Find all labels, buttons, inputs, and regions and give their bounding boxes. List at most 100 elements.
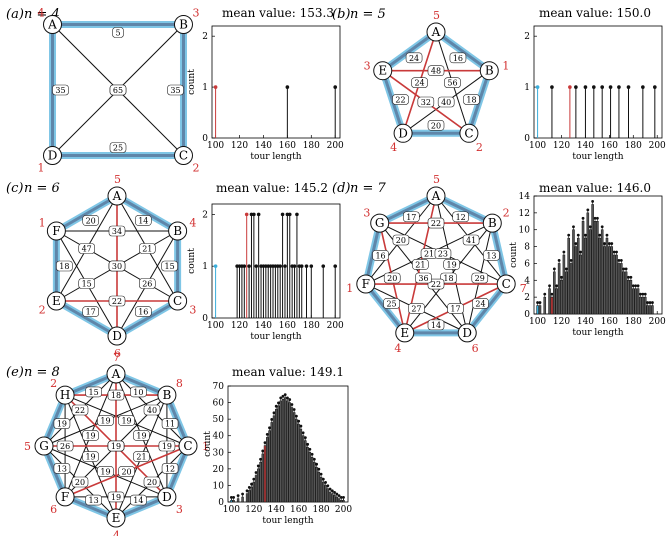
edge-weight-box xyxy=(118,466,135,477)
bar-marker xyxy=(288,398,292,401)
y-tick-label: 70 xyxy=(213,382,225,392)
edge-weight-box xyxy=(56,440,74,452)
x-axis-label: tour length xyxy=(572,152,623,162)
edge-weight: 13 xyxy=(57,464,67,473)
edge-weight-box xyxy=(403,211,420,223)
x-axis-label: tour length xyxy=(572,328,623,338)
node xyxy=(457,323,477,343)
histogram-bar xyxy=(560,280,563,315)
bar-marker xyxy=(229,495,233,499)
node-label: C xyxy=(173,294,182,308)
y-tick-label: 0 xyxy=(202,134,208,144)
edge-weight: 19 xyxy=(111,493,121,502)
node xyxy=(373,61,393,81)
bar-marker xyxy=(639,292,642,296)
histogram-bar xyxy=(572,229,575,315)
histogram-bar xyxy=(245,493,249,503)
edge-weight: 15 xyxy=(82,280,92,289)
edge-weight-box xyxy=(82,306,99,317)
visit-order-label: 1 xyxy=(202,440,209,453)
visit-order-label: 1 xyxy=(39,217,46,230)
edge-weight-box xyxy=(167,84,184,96)
histogram-bar xyxy=(586,212,590,315)
panel-label: (a) xyxy=(6,7,24,22)
bar-marker xyxy=(339,495,343,499)
edge-weight: 11 xyxy=(165,420,175,429)
bar-marker xyxy=(619,259,623,262)
edge-weight-box xyxy=(161,260,178,272)
stem-marker xyxy=(608,85,613,89)
histogram-bar xyxy=(315,466,318,503)
bar-marker xyxy=(292,408,296,411)
histogram-bar xyxy=(617,263,621,315)
chart-title: mean value: 146.0 xyxy=(539,181,651,195)
histogram-bar xyxy=(550,296,554,315)
bar-marker xyxy=(636,284,640,288)
bar-marker xyxy=(612,250,616,254)
edge-weight-box xyxy=(472,298,489,309)
histogram-bar xyxy=(306,447,309,503)
bar-marker xyxy=(543,292,547,296)
edge-weight-box xyxy=(463,94,480,105)
node xyxy=(370,213,390,233)
histogram-bar xyxy=(555,288,558,315)
histogram-bar xyxy=(313,461,316,503)
visit-order-label: 2 xyxy=(39,304,46,317)
edge-weight-box xyxy=(471,272,489,284)
stem-marker xyxy=(592,85,596,89)
edge-weight-box xyxy=(108,295,126,307)
bar-marker xyxy=(259,457,262,461)
stem-marker xyxy=(309,264,314,268)
histogram-bar xyxy=(317,471,321,503)
histogram-bar xyxy=(553,271,556,315)
y-tick-label: 0 xyxy=(524,310,530,320)
bar-marker xyxy=(232,495,236,499)
bar-marker xyxy=(634,284,638,288)
bar-marker xyxy=(337,494,341,498)
bar-marker xyxy=(593,216,597,220)
bar-marker xyxy=(648,301,652,304)
node xyxy=(46,291,66,311)
edge-weight-box xyxy=(82,451,99,462)
edge-weight-box xyxy=(417,96,435,108)
edge-weight: 19 xyxy=(447,260,457,269)
y-tick-label: 30 xyxy=(213,448,225,458)
node xyxy=(55,385,75,405)
histogram-bar xyxy=(277,405,280,503)
edge-weight: 24 xyxy=(475,299,485,308)
bar-marker xyxy=(560,275,563,279)
edge-weight-box xyxy=(78,278,95,289)
stem-marker xyxy=(333,264,338,268)
histogram-bar xyxy=(576,237,580,315)
histogram-bar xyxy=(596,221,599,315)
x-tick-label: 140 xyxy=(268,505,285,515)
node-label: D xyxy=(48,148,58,162)
histogram-bar xyxy=(632,288,635,315)
plot-frame xyxy=(211,25,341,139)
bar-marker xyxy=(281,394,285,398)
edge-weight: 13 xyxy=(486,251,496,260)
stem-marker xyxy=(283,264,287,268)
y-tick-label: 12 xyxy=(519,209,530,219)
node-label: F xyxy=(52,224,60,238)
histogram-bar xyxy=(565,271,568,315)
edge-weight: 32 xyxy=(421,98,431,107)
histogram-bar xyxy=(250,486,253,503)
edge-weight: 48 xyxy=(431,67,441,76)
edge-weight: 16 xyxy=(453,54,463,63)
histogram-bar xyxy=(636,288,640,315)
edge-weight: 36 xyxy=(418,274,428,283)
bar-marker xyxy=(629,275,633,279)
node-label: E xyxy=(52,294,61,308)
node xyxy=(173,145,193,165)
edge-weight: 17 xyxy=(450,304,460,313)
histogram-bar xyxy=(612,254,616,315)
histogram-bar xyxy=(301,435,305,503)
stem-marker xyxy=(292,264,297,268)
edge-weight: 21 xyxy=(136,453,146,462)
edge-weight: 26 xyxy=(60,442,70,451)
node xyxy=(459,123,479,143)
bar-marker xyxy=(588,225,592,229)
histogram-bar xyxy=(588,229,592,315)
